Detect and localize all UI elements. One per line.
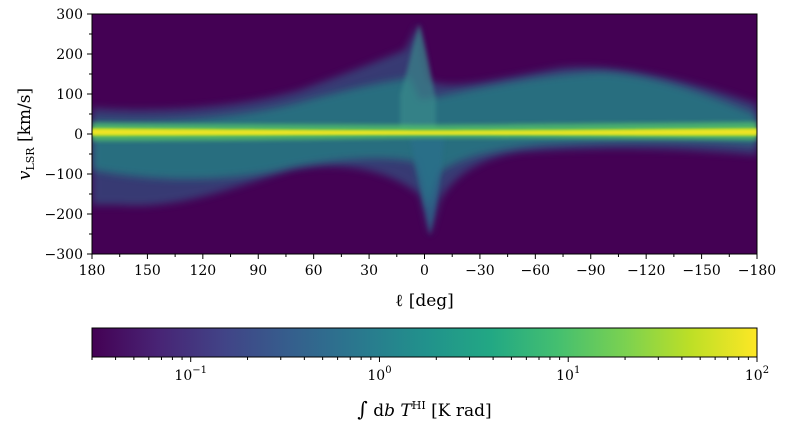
- x-tick-label: −120: [627, 263, 665, 279]
- colorbar-label-superscript: HI: [412, 399, 426, 412]
- y-tick-label: 300: [56, 7, 83, 23]
- x-tick-label: −90: [576, 263, 606, 279]
- x-tick-label: 0: [420, 263, 429, 279]
- x-axis: 180 150 120 90 60 30 0 −30 −60 −90 −120 −150 −180: [79, 254, 776, 279]
- colorbar-label-T: T: [395, 401, 413, 421]
- y-axis: 300 200 100 0 −100 −200 −300: [45, 7, 92, 263]
- y-tick-label: −300: [45, 247, 83, 263]
- disk-ridge-peak: [92, 130, 757, 134]
- y-axis-label-unit: [km/s]: [15, 88, 35, 148]
- colorbar-label-b: b: [384, 401, 395, 421]
- y-axis-label-symbol: v: [15, 170, 35, 180]
- galactic-center-lower-plume: [408, 130, 445, 236]
- colorbar-label-db: d: [368, 401, 384, 421]
- x-tick-label: −150: [682, 263, 720, 279]
- y-tick-label: 200: [56, 47, 83, 63]
- x-tick-label: −60: [521, 263, 551, 279]
- x-tick-label: 150: [134, 263, 161, 279]
- colorbar-gradient: [91, 327, 758, 358]
- colorbar-label: ∫ db THI [K rad]: [357, 397, 491, 421]
- heatmap-emission: [92, 24, 757, 236]
- y-tick-label: 100: [56, 87, 83, 103]
- x-tick-label: −180: [738, 263, 776, 279]
- colorbar-tick-label: 101: [556, 365, 580, 384]
- colorbar-label-integral: ∫: [357, 397, 367, 421]
- x-axis-label: ℓ [deg]: [395, 291, 454, 311]
- colorbar-tick-label: 102: [745, 365, 769, 384]
- y-tick-label: 0: [74, 127, 83, 143]
- colorbar-ticks: 10−1 100 101 102: [91, 357, 769, 384]
- x-tick-label: 60: [305, 263, 323, 279]
- heatmap-panel: [91, 13, 758, 255]
- y-tick-label: −200: [45, 207, 83, 223]
- colorbar-label-unit: [K rad]: [426, 401, 492, 421]
- x-tick-label: 120: [189, 263, 216, 279]
- y-axis-label: vLSR [km/s]: [15, 88, 37, 180]
- colorbar-tick-label: 100: [367, 365, 391, 384]
- x-tick-label: 30: [360, 263, 378, 279]
- colorbar: 10−1 100 101 102 ∫ db THI [K rad]: [91, 327, 769, 421]
- x-tick-label: 180: [79, 263, 106, 279]
- x-tick-label: −30: [465, 263, 495, 279]
- colorbar-tick-label: 10−1: [174, 365, 207, 384]
- galactic-center-plume: [400, 24, 436, 130]
- y-tick-label: −100: [45, 167, 83, 183]
- x-tick-label: 90: [249, 263, 267, 279]
- y-axis-label-subscript: LSR: [24, 147, 37, 171]
